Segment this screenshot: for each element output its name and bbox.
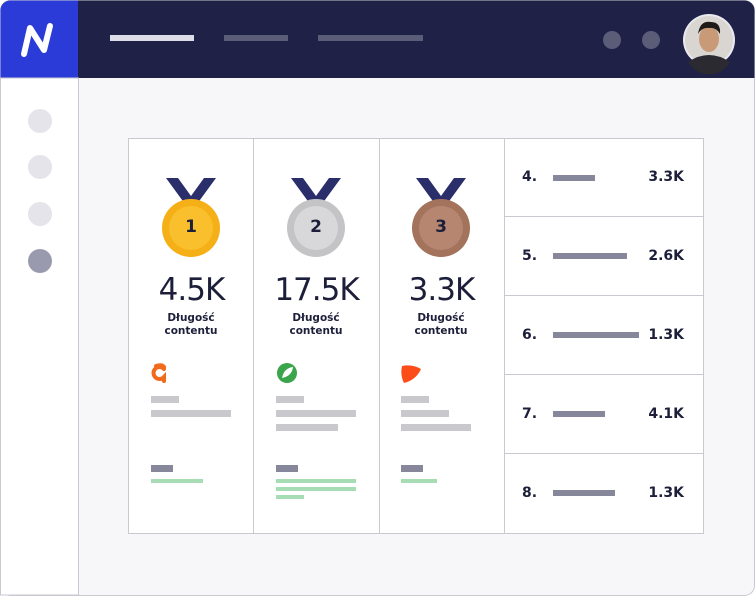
placeholder-progress (151, 479, 437, 499)
nav-item[interactable] (28, 155, 52, 179)
nav-item[interactable] (28, 249, 52, 273)
nav-tab[interactable] (224, 35, 288, 41)
top-icon[interactable] (603, 31, 621, 49)
medal-bronze (412, 178, 470, 257)
medal-number: 1 (185, 217, 197, 237)
medal-number: 2 (310, 217, 322, 237)
metric-label: Długość contentu (289, 312, 343, 337)
rank-number: 4. (522, 169, 538, 185)
placeholder-bar (553, 175, 639, 496)
rank-number: 6. (522, 327, 538, 343)
metric-label: Długość contentu (414, 312, 468, 337)
medal-silver (287, 178, 345, 257)
metric-value: 4.5K (158, 272, 226, 308)
rank-value: 4.1K (648, 406, 684, 422)
nav-tab[interactable] (110, 35, 194, 41)
rank-number: 8. (522, 485, 538, 501)
rank-number: 5. (522, 248, 538, 264)
rank-number: 7. (522, 406, 538, 422)
brand-icon (401, 365, 421, 383)
brand-icon (151, 363, 166, 383)
placeholder-label (151, 465, 423, 472)
metric-value: 3.3K (408, 272, 476, 308)
rank-value: 2.6K (648, 248, 684, 264)
rank-value: 3.3K (648, 169, 684, 185)
nav-item[interactable] (28, 202, 52, 226)
medal-gold (162, 178, 220, 257)
rank-value: 1.3K (648, 485, 684, 501)
medal-number: 3 (435, 217, 447, 237)
top-icon[interactable] (642, 31, 660, 49)
metric-label: Długość contentu (164, 312, 218, 337)
logo (21, 23, 53, 57)
nav-item[interactable] (28, 109, 52, 133)
placeholder-text (151, 396, 471, 431)
rank-value: 1.3K (648, 327, 684, 343)
avatar[interactable] (683, 14, 735, 75)
nav-tab[interactable] (318, 35, 423, 41)
metric-value: 17.5K (274, 272, 359, 308)
